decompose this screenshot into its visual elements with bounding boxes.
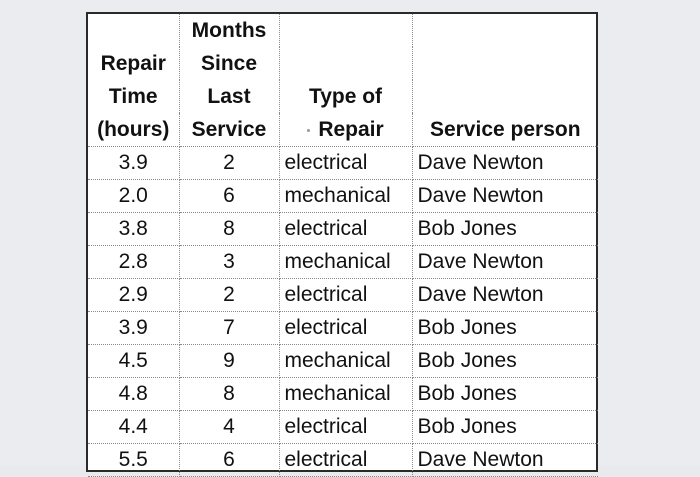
table-row: 3.9 7 electrical Bob Jones (88, 311, 598, 345)
service-person-cell: Dave Newton (412, 278, 598, 312)
header-cell: Service person (412, 113, 598, 147)
repair-time-cell: 3.9 (88, 146, 180, 180)
header-cell (279, 14, 413, 47)
repair-time-cell: 4.4 (88, 410, 180, 444)
header-cell (412, 14, 598, 47)
months-since-service-cell: 9 (179, 344, 280, 378)
service-person-cell: Dave Newton (412, 179, 598, 213)
repair-data-table: Months Repair Since Time Last Type of (88, 14, 598, 477)
header-cell (88, 14, 180, 47)
repair-time-cell: 3.8 (88, 212, 180, 246)
repair-type-cell: electrical (279, 212, 413, 246)
repair-type-cell: electrical (279, 146, 413, 180)
repair-time-cell: 2.9 (88, 278, 180, 312)
header-cell: Type of (279, 80, 413, 113)
table-row: 3.8 8 electrical Bob Jones (88, 212, 598, 246)
repair-type-cell: mechanical (279, 179, 413, 213)
table-row: 3.9 2 electrical Dave Newton (88, 146, 598, 180)
service-person-cell: Dave Newton (412, 443, 598, 477)
repair-time-cell: 5.5 (88, 443, 180, 477)
service-person-cell: Bob Jones (412, 212, 598, 246)
months-since-service-cell: 2 (179, 146, 280, 180)
header-row-1: Months (88, 14, 598, 47)
repair-time-cell: 2.8 (88, 245, 180, 279)
table-row: 5.5 6 electrical Dave Newton (88, 443, 598, 477)
months-since-service-cell: 2 (179, 278, 280, 312)
service-person-cell: Dave Newton (412, 146, 598, 180)
repair-time-cell: 4.8 (88, 377, 180, 411)
table-body: Months Repair Since Time Last Type of (88, 14, 598, 477)
table-row: 4.4 4 electrical Bob Jones (88, 410, 598, 444)
service-person-cell: Bob Jones (412, 344, 598, 378)
header-cell: Repair (88, 47, 180, 80)
header-cell: Since (179, 47, 280, 80)
table-row: 4.8 8 mechanical Bob Jones (88, 377, 598, 411)
service-person-cell: Bob Jones (412, 311, 598, 345)
service-person-cell: Dave Newton (412, 245, 598, 279)
repair-type-cell: mechanical (279, 344, 413, 378)
repair-type-cell: mechanical (279, 377, 413, 411)
repair-type-cell: electrical (279, 443, 413, 477)
header-row-4: (hours) Service Repair Service person (88, 113, 598, 147)
months-since-service-cell: 3 (179, 245, 280, 279)
months-since-service-cell: 6 (179, 179, 280, 213)
spreadsheet-table-container: Months Repair Since Time Last Type of (86, 12, 598, 477)
header-cell: (hours) (88, 113, 180, 147)
header-cell-type-label: Repair (318, 118, 384, 141)
months-since-service-cell: 7 (179, 311, 280, 345)
page-background: Months Repair Since Time Last Type of (86, 12, 598, 477)
months-since-service-cell: 4 (179, 410, 280, 444)
header-cell (412, 47, 598, 80)
header-cell (412, 80, 598, 113)
service-person-cell: Bob Jones (412, 377, 598, 411)
header-cell: Months (179, 14, 280, 47)
header-cell: Time (88, 80, 180, 113)
header-cell: Last (179, 80, 280, 113)
table-row: 2.8 3 mechanical Dave Newton (88, 245, 598, 279)
header-cell (279, 47, 413, 80)
repair-type-cell: mechanical (279, 245, 413, 279)
header-row-2: Repair Since (88, 47, 598, 80)
table-row: 2.0 6 mechanical Dave Newton (88, 179, 598, 213)
months-since-service-cell: 6 (179, 443, 280, 477)
table-row: 4.5 9 mechanical Bob Jones (88, 344, 598, 378)
repair-type-cell: electrical (279, 311, 413, 345)
header-cell-type: Repair (279, 113, 413, 147)
repair-type-cell: electrical (279, 278, 413, 312)
repair-time-cell: 4.5 (88, 344, 180, 378)
months-since-service-cell: 8 (179, 212, 280, 246)
header-row-3: Time Last Type of (88, 80, 598, 113)
months-since-service-cell: 8 (179, 377, 280, 411)
header-cell: Service (179, 113, 280, 147)
table-row: 2.9 2 electrical Dave Newton (88, 278, 598, 312)
cell-marker-dot (307, 128, 311, 132)
service-person-cell: Bob Jones (412, 410, 598, 444)
repair-time-cell: 2.0 (88, 179, 180, 213)
repair-type-cell: electrical (279, 410, 413, 444)
repair-time-cell: 3.9 (88, 311, 180, 345)
